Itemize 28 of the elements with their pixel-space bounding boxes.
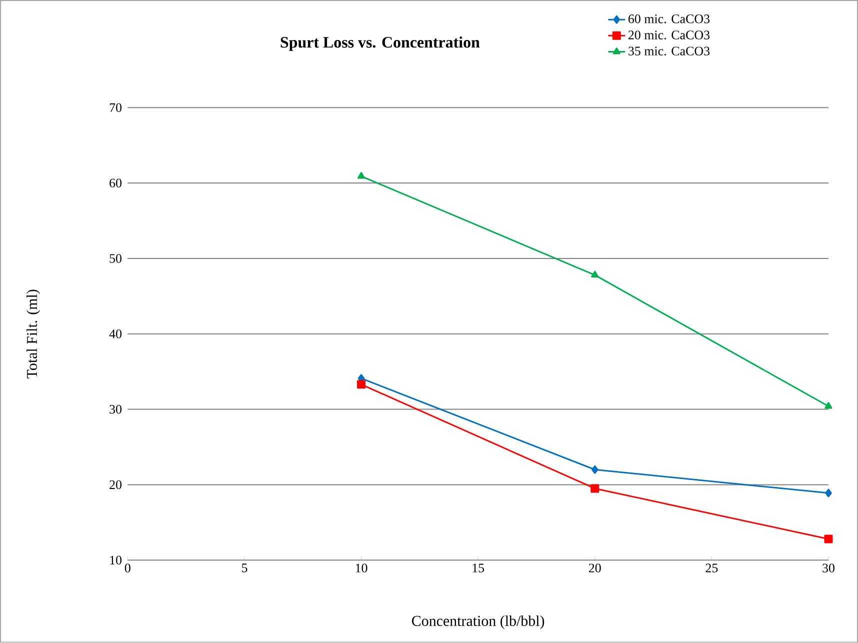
x-tick-label: 30 xyxy=(822,564,834,573)
point xyxy=(591,270,599,278)
point xyxy=(590,484,600,493)
legend-label: 35 mic. CaCO3 xyxy=(628,46,710,56)
x-tick-label: 20 xyxy=(588,564,601,573)
x-axis-title: Concentration (lb/bbl) xyxy=(412,616,544,630)
point xyxy=(357,172,366,179)
x-tick-label: 25 xyxy=(706,564,718,572)
x-tick-label: 0 xyxy=(124,564,130,573)
point xyxy=(591,466,598,474)
y-axis-title: Total Filt. (ml) xyxy=(26,290,40,379)
x-tick-label: 15 xyxy=(472,564,484,572)
legend-label: 60 mic. CaCO3 xyxy=(628,14,710,24)
y-tick-label: 50 xyxy=(110,254,122,263)
point xyxy=(825,488,832,498)
point xyxy=(357,380,366,389)
y-tick-label: 30 xyxy=(110,405,122,414)
y-tick-label: 40 xyxy=(109,330,122,338)
y-tick-label: 60 xyxy=(110,178,122,188)
chart-title: Spurt Loss vs. Concentration xyxy=(280,36,480,52)
point xyxy=(824,534,833,544)
x-tick-label: 10 xyxy=(356,564,368,573)
x-tick-label: 5 xyxy=(242,564,248,572)
y-tick-label: 70 xyxy=(110,103,122,112)
y-tick-label: 20 xyxy=(110,480,122,490)
point xyxy=(824,402,832,409)
legend-label: 20 mic. CaCO3 xyxy=(628,30,710,40)
y-tick-label: 10 xyxy=(110,556,122,565)
